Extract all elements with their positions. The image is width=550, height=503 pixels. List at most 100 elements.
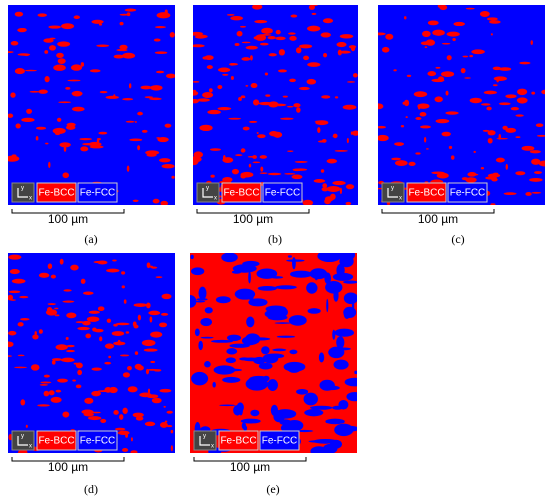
grain [141,339,156,347]
grain [196,298,208,301]
grain [313,5,318,6]
grain [137,111,143,116]
axis-y: y [21,434,24,440]
grain [393,69,397,72]
map-background [8,5,175,205]
grain [17,322,24,327]
grain [153,38,161,42]
grain [505,94,517,99]
grain [436,172,449,179]
grain [517,88,528,96]
grain [8,113,14,118]
grain [150,266,158,269]
grain [190,294,197,308]
grain [434,96,443,103]
grain [154,26,167,29]
grain [378,32,386,36]
grain [289,78,296,83]
panel-label: (d) [84,482,98,496]
grain [8,434,13,441]
scale-label: 100 µm [418,212,458,226]
grain [235,154,243,156]
grain [275,307,288,318]
grain [14,366,28,369]
grain [330,347,351,351]
grain [115,322,130,326]
axis-x: x [29,196,32,202]
grain [156,137,161,139]
grain [119,21,124,26]
grain [533,171,542,174]
grain [219,404,236,407]
grain [460,67,466,74]
grain [171,175,175,179]
grain [236,30,243,37]
grain [140,85,152,90]
grain [415,117,422,120]
grain [287,363,301,373]
panel-label: (b) [268,232,282,246]
grain [80,278,86,284]
grain [425,39,436,46]
grain [245,85,249,87]
grain [515,114,524,117]
grain [157,136,169,143]
grain [204,55,214,61]
grain [400,125,405,128]
grain [268,53,277,57]
grain [8,330,17,336]
grain [321,95,331,99]
legend-label: Fe-BCC [38,188,74,199]
grain [270,276,284,279]
grain [452,37,456,42]
grain [277,69,287,73]
grain [431,78,445,83]
grain [119,414,124,420]
grain [48,161,51,168]
grain [284,410,293,414]
legend-bcc [406,182,447,203]
grain [8,341,14,348]
grain [39,383,48,386]
grain [193,151,203,158]
grain [326,298,329,313]
grain [473,150,476,154]
grain [91,390,101,397]
grain [159,322,168,328]
grain [80,146,89,152]
grain [391,157,401,161]
grain [45,309,58,316]
grain [531,91,536,95]
grain [136,365,144,371]
grain [126,165,130,172]
grain [246,316,255,328]
grain [465,7,475,10]
grain [531,191,542,194]
grain [25,424,28,428]
phase-map [193,5,358,205]
grain [273,131,283,138]
grain [243,425,248,431]
grain [323,53,328,58]
grain [83,291,94,295]
grain [288,315,307,326]
scale-bar [196,209,310,214]
grain [56,52,64,58]
grain [19,295,29,299]
grain [320,169,325,173]
grain [164,420,168,423]
grain [147,388,151,394]
grain [113,94,116,98]
grain [298,86,310,91]
grain [262,353,279,364]
grain [487,130,496,136]
grain [38,329,43,334]
grain [334,150,348,152]
grain [62,300,75,303]
grain [332,329,336,340]
grain [448,145,453,150]
grain [111,331,125,336]
axis-y: y [206,186,209,192]
grain [295,47,302,54]
grain [228,368,242,372]
